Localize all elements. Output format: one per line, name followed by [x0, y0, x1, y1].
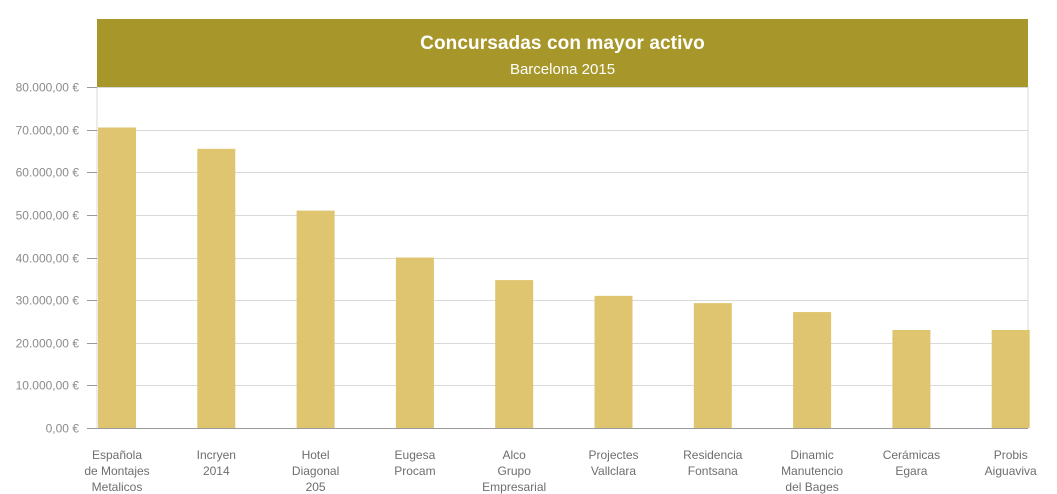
- x-category-label: Diagonal: [292, 464, 339, 478]
- x-category-label: 205: [306, 480, 326, 494]
- x-category-label: del Bages: [785, 480, 838, 494]
- chart-header: Concursadas con mayor activo Barcelona 2…: [97, 19, 1028, 87]
- x-category-label: Egara: [895, 464, 927, 478]
- x-category-label: Hotel: [302, 448, 330, 462]
- y-tick-label: 10.000,00 €: [16, 379, 80, 393]
- bar: [495, 280, 534, 428]
- chart-title: Concursadas con mayor activo: [420, 33, 705, 54]
- y-tick-label: 80.000,00 €: [16, 81, 80, 95]
- x-category-label: Probis: [994, 448, 1028, 462]
- bar: [991, 329, 1030, 428]
- x-category-label: Española: [92, 448, 142, 462]
- y-tick-label: 50.000,00 €: [16, 209, 80, 223]
- bar: [693, 303, 732, 428]
- x-category-label: Metalicos: [92, 480, 143, 494]
- x-category-label: Procam: [394, 464, 435, 478]
- y-tick-label: 30.000,00 €: [16, 294, 80, 308]
- x-category-label: Alco: [503, 448, 527, 462]
- chart-subtitle: Barcelona 2015: [509, 61, 616, 78]
- y-tick-label: 20.000,00 €: [16, 337, 80, 351]
- x-category-label: Dinamic: [790, 448, 833, 462]
- x-category-label: Empresarial: [482, 480, 546, 494]
- x-category-label: Grupo: [498, 464, 532, 478]
- bar: [793, 312, 832, 428]
- bar: [395, 257, 434, 428]
- x-category-label: Projectes: [588, 448, 638, 462]
- bar: [197, 148, 236, 428]
- bar: [296, 210, 335, 428]
- bar: [892, 329, 931, 428]
- x-category-label: Manutencio: [781, 464, 843, 478]
- x-category-label: Fontsana: [688, 464, 738, 478]
- y-tick-label: 0,00 €: [46, 422, 80, 436]
- x-category-label: Cerámicas: [883, 448, 940, 462]
- x-category-label: Vallclara: [591, 464, 636, 478]
- y-tick-label: 70.000,00 €: [16, 124, 80, 138]
- bar: [594, 295, 633, 428]
- y-tick-label: 40.000,00 €: [16, 252, 80, 266]
- x-category-label: Aiguaviva: [985, 464, 1037, 478]
- bar: [98, 127, 136, 429]
- x-category-label: Eugesa: [395, 448, 436, 462]
- x-category-label: 2014: [203, 464, 230, 478]
- y-tick-label: 60.000,00 €: [16, 166, 80, 180]
- x-category-label: Residencia: [683, 448, 743, 462]
- x-category-label: Incryen: [197, 448, 236, 462]
- x-category-label: de Montajes: [84, 464, 149, 478]
